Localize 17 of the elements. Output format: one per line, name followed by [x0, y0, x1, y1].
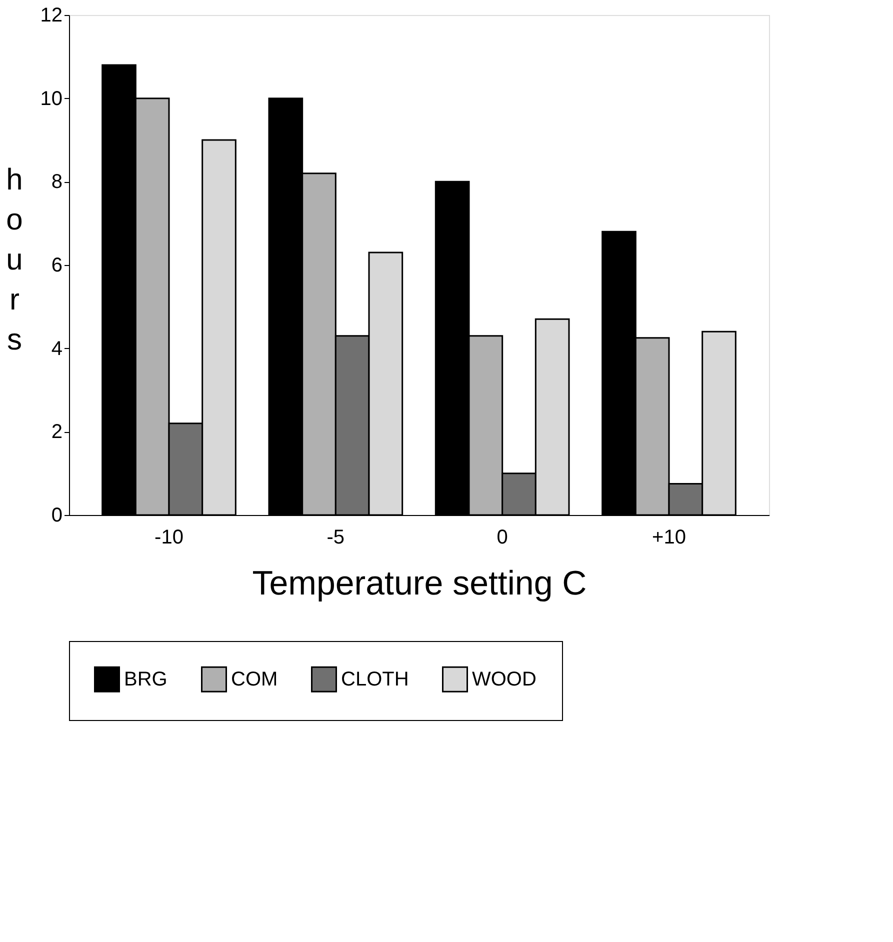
- y-tick-label: 0: [51, 504, 62, 526]
- legend-label: WOOD: [472, 668, 536, 690]
- x-tick-label: -5: [326, 526, 345, 548]
- y-tick-label: 4: [51, 338, 62, 360]
- legend-label: CLOTH: [341, 668, 409, 690]
- x-axis-title: Temperature setting C: [252, 564, 587, 602]
- y-tick-label: 2: [51, 421, 62, 444]
- x-tick-label: 0: [496, 526, 508, 548]
- legend-label: BRG: [124, 668, 168, 690]
- y-tick-label: 10: [40, 88, 62, 110]
- y-axis-title: hours: [6, 164, 23, 356]
- x-tick-label: -10: [154, 526, 184, 548]
- y-tick-label: 8: [51, 171, 62, 194]
- legend-label: COM: [231, 668, 278, 690]
- x-tick-label: +10: [652, 526, 686, 548]
- y-tick-label: 6: [51, 254, 62, 276]
- y-tick-label: 12: [40, 4, 62, 26]
